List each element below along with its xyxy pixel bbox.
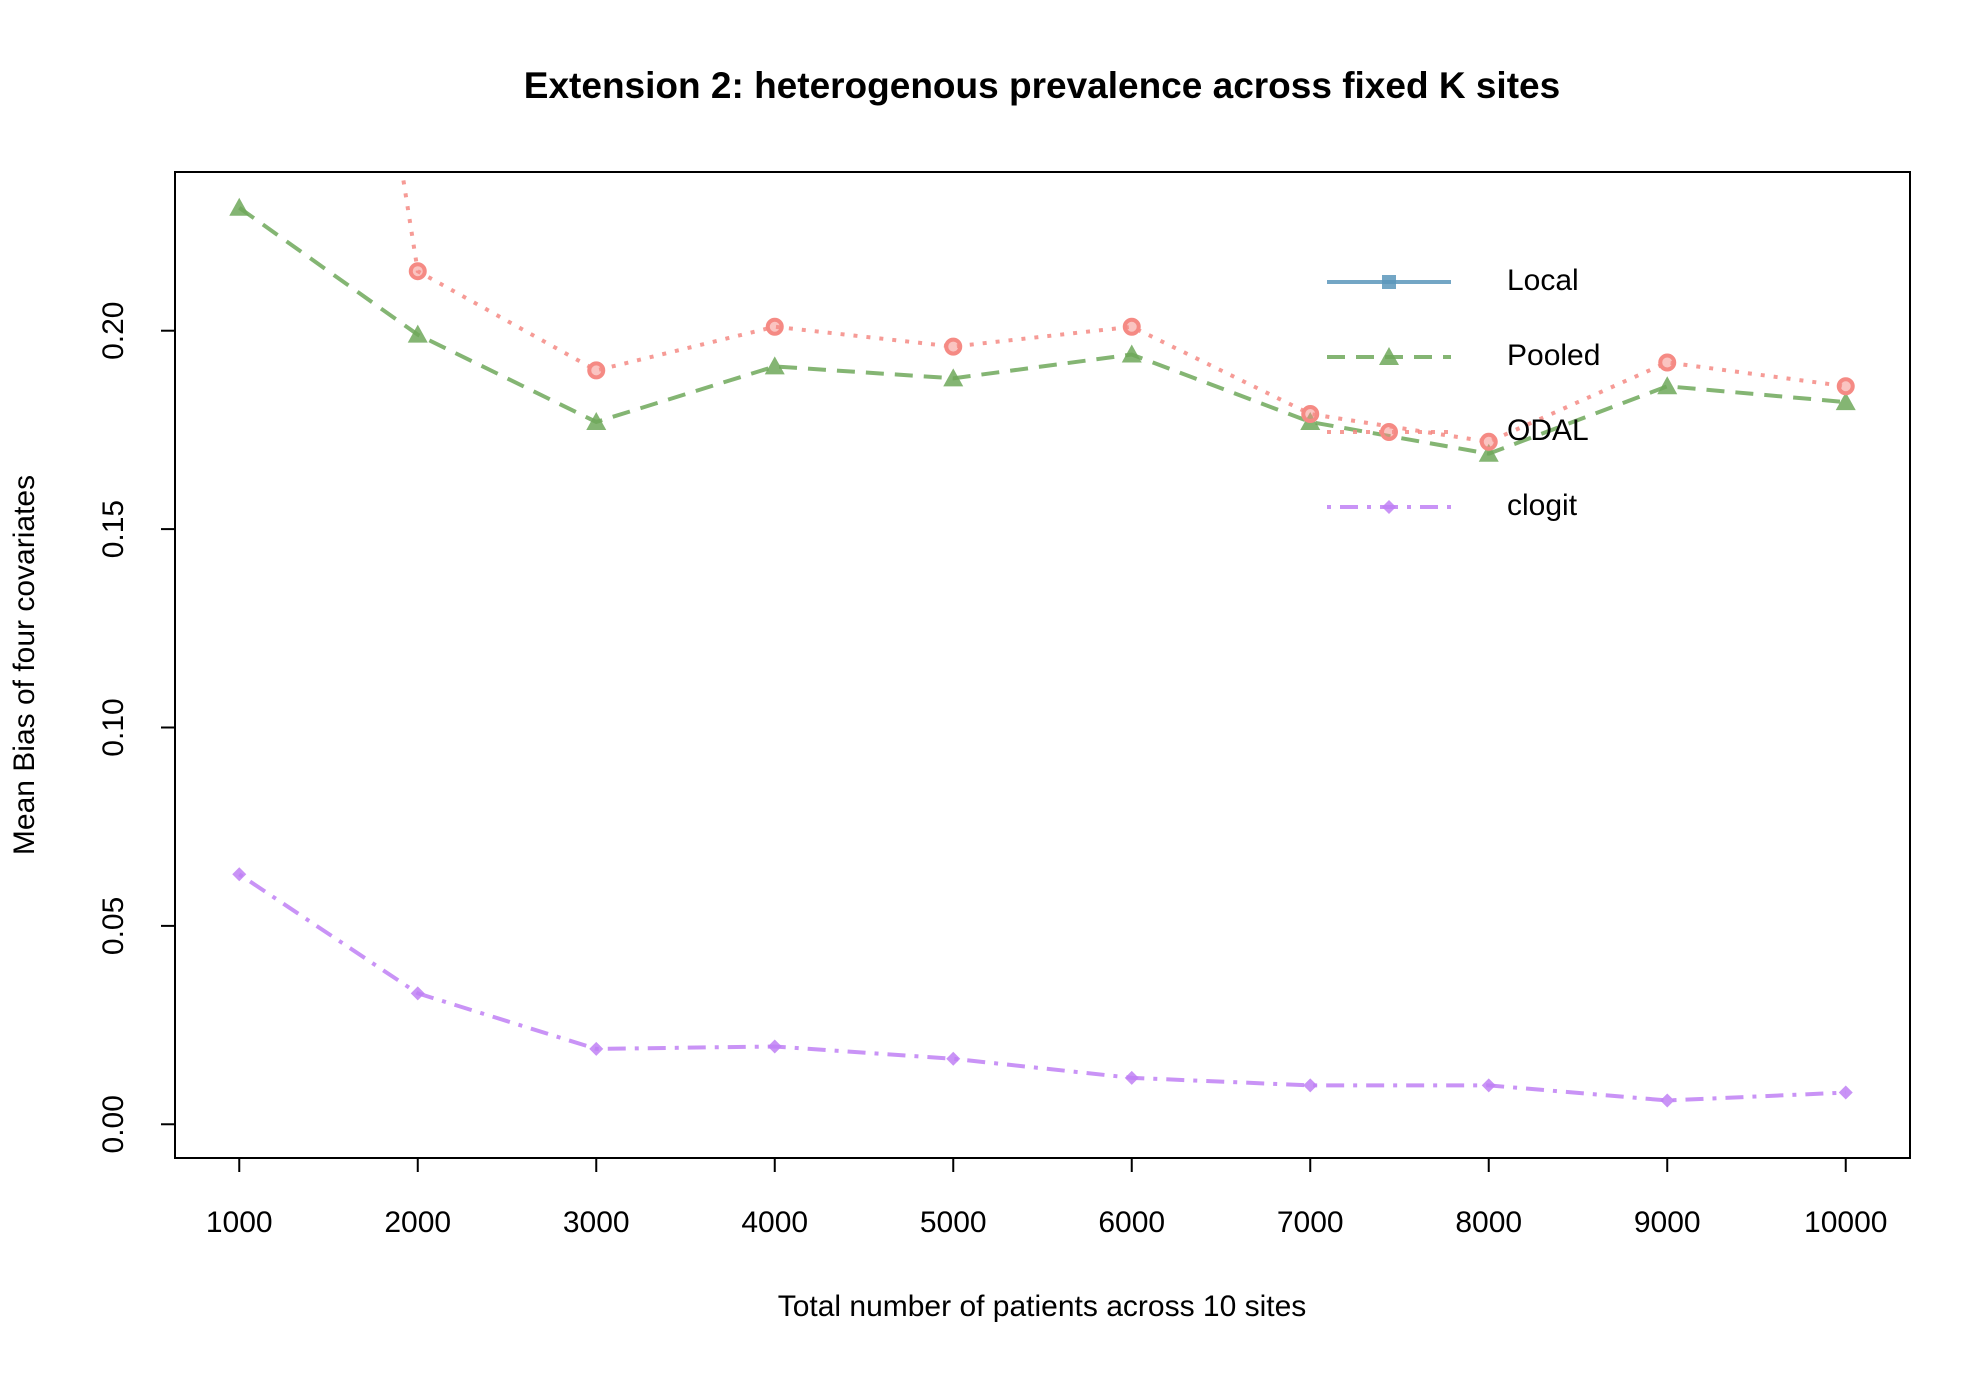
y-tick-label: 0.20: [97, 302, 130, 360]
chart-title: Extension 2: heterogenous prevalence acr…: [524, 65, 1560, 106]
marker: [410, 986, 425, 1001]
x-tick-label: 9000: [1634, 1206, 1701, 1239]
legend-marker: [1382, 500, 1396, 514]
x-tick-label: 2000: [384, 1206, 451, 1239]
marker: [764, 356, 785, 375]
x-tick-label: 8000: [1455, 1206, 1522, 1239]
marker: [944, 337, 963, 356]
marker: [407, 324, 428, 343]
legend-marker: [1380, 423, 1398, 441]
marker: [1301, 405, 1320, 424]
marker: [1481, 1078, 1496, 1093]
marker: [1657, 376, 1678, 395]
marker: [232, 867, 247, 882]
marker: [408, 262, 427, 281]
marker: [1836, 377, 1855, 396]
legend-label: ODAL: [1507, 414, 1589, 447]
legend-label: Pooled: [1507, 339, 1600, 372]
marker: [586, 411, 607, 430]
marker: [587, 361, 606, 380]
marker: [589, 1041, 604, 1056]
x-tick-label: 6000: [1098, 1206, 1165, 1239]
x-tick-label: 4000: [741, 1206, 808, 1239]
marker: [1835, 392, 1856, 411]
x-tick-label: 3000: [563, 1206, 630, 1239]
series-line: [400, 172, 1847, 444]
marker: [943, 368, 964, 387]
marker: [229, 197, 250, 216]
marker: [1121, 344, 1142, 363]
x-tick-label: 1000: [206, 1206, 273, 1239]
marker: [767, 1039, 782, 1054]
plot-area: [229, 172, 1856, 1108]
legend-label: Local: [1507, 264, 1579, 297]
y-tick-label: 0.00: [97, 1095, 130, 1153]
marker: [1479, 432, 1498, 451]
marker: [1660, 1093, 1675, 1108]
y-tick-label: 0.15: [97, 500, 130, 558]
marker: [1478, 443, 1499, 462]
legend-marker: [1379, 347, 1399, 365]
legend-marker: [1382, 275, 1396, 289]
marker: [1303, 1078, 1318, 1093]
marker: [1838, 1085, 1853, 1100]
series-line: [238, 872, 1846, 1103]
x-tick-label: 7000: [1277, 1206, 1344, 1239]
y-tick-label: 0.05: [97, 897, 130, 955]
x-tick-label: 5000: [920, 1206, 987, 1239]
plot-frame: [174, 171, 1911, 1159]
y-axis-label: Mean Bias of four covariates: [8, 475, 41, 855]
marker: [946, 1051, 961, 1066]
legend-label: clogit: [1507, 489, 1578, 522]
marker: [765, 317, 784, 336]
marker: [1124, 1070, 1139, 1085]
marker: [1658, 353, 1677, 372]
x-tick-label: 10000: [1804, 1206, 1887, 1239]
x-axis-label: Total number of patients across 10 sites: [778, 1290, 1307, 1323]
series-line: [238, 206, 1846, 456]
marker: [1122, 317, 1141, 336]
y-tick-label: 0.10: [97, 698, 130, 756]
